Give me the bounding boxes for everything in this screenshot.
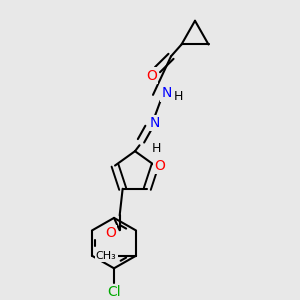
Text: Cl: Cl [107,285,121,299]
Text: H: H [151,142,161,155]
Text: CH₃: CH₃ [96,251,116,261]
Text: O: O [154,158,165,172]
Text: N: N [149,116,160,130]
Text: O: O [146,69,157,82]
Text: O: O [105,226,116,240]
Text: H: H [174,90,183,103]
Text: N: N [161,86,172,100]
